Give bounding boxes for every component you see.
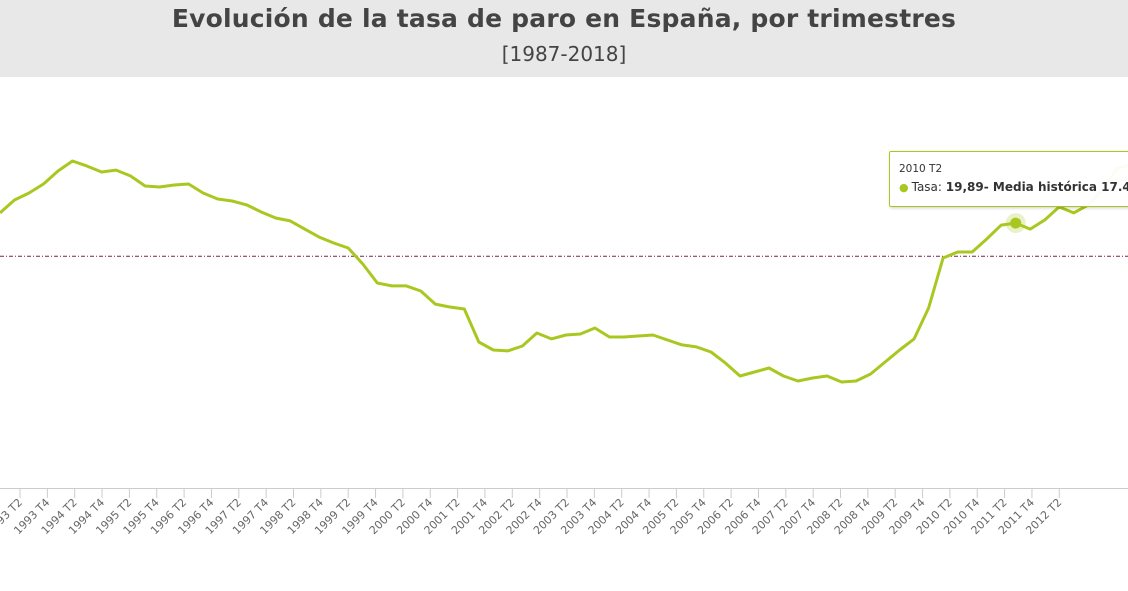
chart-header: Evolución de la tasa de paro en España, … — [0, 0, 1128, 77]
tooltip-value: 19,89- Media histórica 17.4 — [945, 180, 1128, 194]
tooltip-body: ● Tasa: 19,89- Media histórica 17.4 — [899, 180, 1128, 194]
series-dot-icon: ● — [899, 181, 909, 194]
chart-subtitle: [1987-2018] — [501, 42, 627, 66]
series-line — [0, 159, 1128, 384]
hovered-data-point[interactable] — [1010, 217, 1022, 229]
tooltip-category: 2010 T2 — [899, 163, 943, 175]
chart-title: Evolución de la tasa de paro en España, … — [171, 4, 957, 33]
tooltip-label: Tasa: — [911, 180, 946, 194]
tooltip: 2010 T2 ● Tasa: 19,89- Media histórica 17… — [889, 151, 1128, 207]
